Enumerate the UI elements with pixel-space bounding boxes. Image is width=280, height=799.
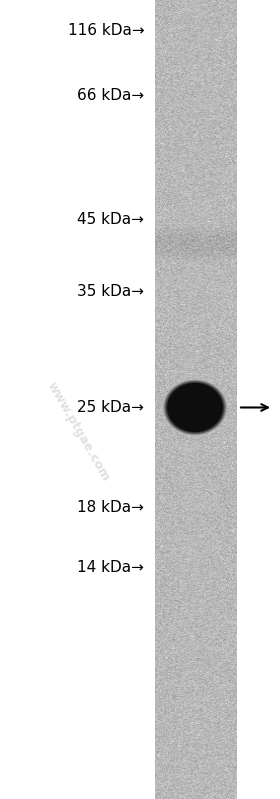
Text: 35 kDa→: 35 kDa→: [77, 284, 144, 299]
Text: 18 kDa→: 18 kDa→: [77, 500, 144, 515]
Text: 14 kDa→: 14 kDa→: [77, 560, 144, 574]
Text: www.ptgae.com: www.ptgae.com: [45, 380, 112, 483]
Text: 116 kDa→: 116 kDa→: [67, 23, 144, 38]
Text: 45 kDa→: 45 kDa→: [77, 213, 144, 227]
Text: 25 kDa→: 25 kDa→: [77, 400, 144, 415]
Text: 66 kDa→: 66 kDa→: [77, 89, 144, 103]
